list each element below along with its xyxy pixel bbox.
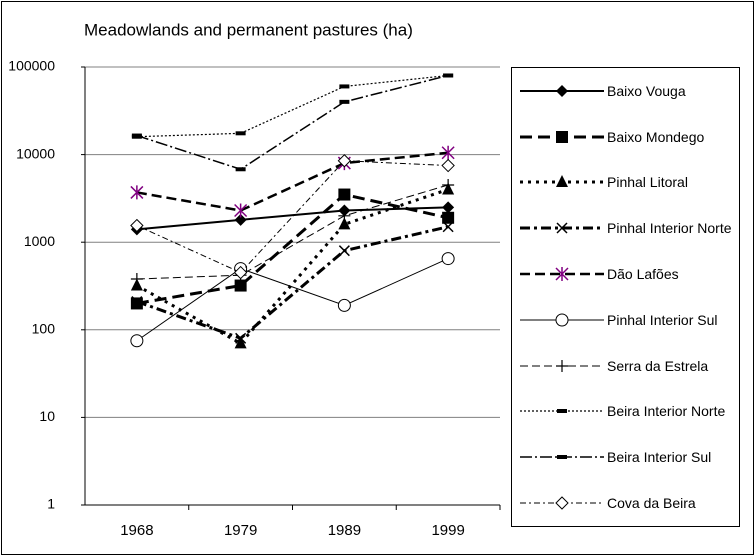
x-tick-label: 1979 — [224, 522, 257, 539]
legend: Baixo Vouga Baixo Mondego Pinhal Litoral Pi… — [511, 67, 740, 527]
marker — [442, 178, 455, 191]
marker — [233, 265, 248, 280]
marker — [235, 167, 246, 172]
marker — [441, 145, 455, 160]
x-tick-label: 1968 — [120, 522, 153, 539]
series-line — [136, 258, 449, 342]
marker — [339, 84, 350, 89]
legend-label: Pinhal Interior Norte — [607, 220, 732, 237]
marker — [130, 273, 143, 286]
legend-swatch — [520, 455, 604, 460]
marker — [556, 175, 568, 188]
legend-item: Baixo Mondego — [512, 114, 739, 160]
legend-item: Pinhal Interior Sul — [512, 297, 739, 343]
series-line — [136, 192, 449, 305]
legend-swatch — [520, 175, 604, 188]
y-tick-label: 1 — [47, 496, 55, 512]
marker — [338, 188, 351, 201]
series-line — [136, 74, 449, 138]
legend-label: Baixo Vouga — [607, 82, 686, 99]
marker — [234, 336, 247, 349]
marker — [131, 296, 143, 308]
legend-item: Cova da Beira — [512, 480, 739, 526]
series-line — [136, 206, 449, 231]
legend-item: Beira Interior Norte — [512, 389, 739, 435]
y-tick-label: 10000 — [16, 145, 55, 161]
marker — [441, 252, 455, 266]
marker — [442, 201, 455, 214]
marker — [442, 221, 454, 233]
legend-swatch — [520, 409, 604, 414]
marker — [130, 297, 143, 310]
marker — [555, 313, 569, 327]
marker — [557, 455, 567, 460]
marker — [556, 222, 568, 234]
series-line — [136, 74, 449, 171]
marker — [556, 84, 568, 97]
legend-item: Pinhal Litoral — [512, 160, 739, 206]
marker — [234, 203, 248, 218]
marker — [130, 218, 144, 233]
marker — [556, 359, 568, 372]
marker — [337, 154, 352, 168]
marker — [234, 279, 247, 292]
marker — [339, 99, 350, 104]
series-line — [136, 151, 449, 212]
legend-item: Beira Interior Sul — [512, 434, 739, 480]
series-line — [136, 184, 449, 280]
legend-label: Dão Lafões — [607, 266, 679, 283]
marker — [555, 267, 569, 282]
legend-label: Beira Interior Norte — [607, 403, 726, 420]
y-tick-label: 100 — [32, 321, 56, 337]
legend-label: Baixo Mondego — [607, 128, 705, 145]
marker — [557, 409, 567, 414]
legend-swatch — [520, 496, 604, 510]
marker — [131, 133, 142, 138]
legend-label: Cova da Beira — [607, 495, 696, 512]
legend-label: Pinhal Interior Sul — [607, 311, 718, 328]
legend-item: Pinhal Interior Norte — [512, 205, 739, 251]
legend-item: Dão Lafões — [512, 251, 739, 297]
marker — [130, 185, 144, 200]
legend-label: Beira Interior Sul — [607, 449, 712, 466]
marker — [555, 496, 569, 510]
legend-swatch — [520, 222, 604, 234]
x-tick-label: 1999 — [431, 522, 464, 539]
marker — [442, 211, 455, 224]
legend-swatch — [520, 313, 604, 327]
marker — [556, 130, 568, 143]
marker — [441, 158, 455, 173]
legend-item: Baixo Vouga — [512, 68, 739, 114]
marker — [130, 334, 144, 348]
legend-swatch — [520, 84, 604, 97]
series-line — [136, 225, 449, 340]
legend-swatch — [520, 130, 604, 143]
marker — [235, 131, 246, 136]
marker — [234, 213, 247, 226]
chart-title: Meadowlands and permanent pastures (ha) — [84, 20, 413, 39]
marker — [443, 73, 454, 78]
marker — [338, 245, 350, 257]
marker — [338, 217, 351, 230]
y-tick-label: 1000 — [24, 233, 55, 249]
legend-swatch — [520, 359, 604, 372]
y-tick-label: 10 — [39, 408, 55, 424]
legend-swatch — [520, 267, 604, 282]
x-tick-label: 1989 — [328, 522, 361, 539]
marker — [337, 298, 351, 312]
legend-label: Pinhal Litoral — [607, 174, 688, 191]
series-line — [136, 160, 449, 274]
marker — [235, 332, 247, 344]
legend-label: Serra da Estrela — [607, 357, 709, 374]
marker — [338, 209, 351, 222]
legend-item: Serra da Estrela — [512, 343, 739, 389]
y-tick-label: 100000 — [8, 58, 55, 74]
